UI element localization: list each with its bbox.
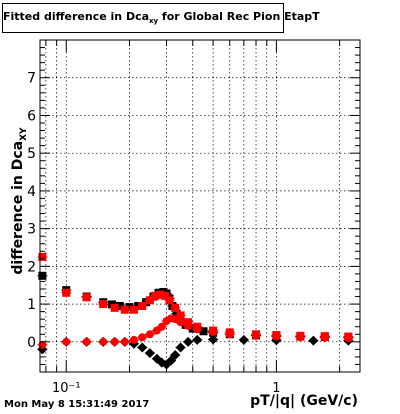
data-point bbox=[138, 301, 147, 310]
y-axis-label-wrap: difference in DcaXY bbox=[6, 40, 32, 372]
data-point bbox=[144, 348, 155, 359]
timestamp-footer: Mon May 8 15:31:49 2017 bbox=[4, 399, 150, 410]
data-point bbox=[184, 321, 193, 330]
y-tick-label: 7 bbox=[27, 71, 36, 87]
data-point bbox=[82, 293, 91, 302]
y-tick-label: 2 bbox=[27, 259, 36, 275]
data-point bbox=[252, 331, 261, 340]
data-point bbox=[225, 330, 234, 339]
data-point bbox=[192, 334, 203, 345]
data-point bbox=[183, 336, 194, 347]
data-point bbox=[199, 327, 208, 336]
data-point bbox=[296, 333, 305, 342]
data-point bbox=[99, 300, 108, 309]
data-point bbox=[171, 303, 180, 312]
data-point bbox=[129, 335, 138, 344]
data-point bbox=[188, 324, 197, 333]
data-point bbox=[145, 296, 154, 305]
data-point bbox=[176, 318, 185, 327]
plot-frame bbox=[39, 39, 361, 373]
data-point bbox=[308, 335, 319, 346]
data-point bbox=[82, 337, 91, 346]
data-point bbox=[151, 291, 160, 300]
data-point bbox=[157, 322, 166, 331]
data-point bbox=[38, 252, 47, 261]
grid-lines bbox=[40, 40, 360, 372]
data-point bbox=[320, 333, 329, 342]
data-point bbox=[137, 342, 148, 353]
data-point bbox=[344, 334, 353, 343]
data-point bbox=[129, 305, 138, 314]
data-point bbox=[138, 333, 147, 342]
data-point bbox=[110, 303, 119, 312]
data-point bbox=[272, 332, 281, 341]
data-point bbox=[156, 290, 165, 299]
axes: 10⁻¹ 1 0 1 2 3 4 5 6 7 bbox=[27, 39, 361, 396]
chart-title-box: Fitted difference in Dcaxy for Global Re… bbox=[2, 3, 320, 33]
y-tick-label: 4 bbox=[27, 184, 36, 200]
chart-title: Fitted difference in Dcaxy for Global Re… bbox=[3, 10, 320, 26]
data-point bbox=[62, 337, 71, 346]
x-axis-label: pT/|q| (GeV/c) bbox=[250, 393, 358, 409]
data-point bbox=[193, 325, 202, 334]
x-tick-label: 10⁻¹ bbox=[52, 381, 81, 396]
data-point bbox=[99, 337, 108, 346]
data-point bbox=[125, 303, 134, 312]
data-point bbox=[115, 301, 124, 310]
y-axis-label: difference in DcaXY bbox=[10, 127, 29, 275]
x-tick-label: 1 bbox=[272, 381, 280, 396]
data-point bbox=[208, 334, 219, 345]
data-point bbox=[160, 291, 169, 300]
data-point bbox=[120, 337, 129, 346]
data-point bbox=[238, 334, 249, 345]
y-tick-label: 5 bbox=[27, 146, 36, 162]
data-point bbox=[110, 337, 119, 346]
y-tick-label: 1 bbox=[27, 297, 36, 313]
data-point bbox=[62, 288, 71, 297]
data-point bbox=[175, 342, 186, 353]
data-point bbox=[170, 350, 181, 361]
data-point bbox=[38, 271, 47, 280]
data-point bbox=[145, 330, 154, 339]
y-tick-label: 3 bbox=[27, 222, 36, 238]
data-markers bbox=[37, 252, 354, 370]
data-point bbox=[176, 311, 185, 320]
y-tick-label: 6 bbox=[27, 108, 36, 124]
data-point bbox=[120, 305, 129, 314]
data-point bbox=[165, 296, 174, 305]
y-tick-label: 0 bbox=[27, 335, 36, 351]
data-point bbox=[209, 328, 218, 337]
